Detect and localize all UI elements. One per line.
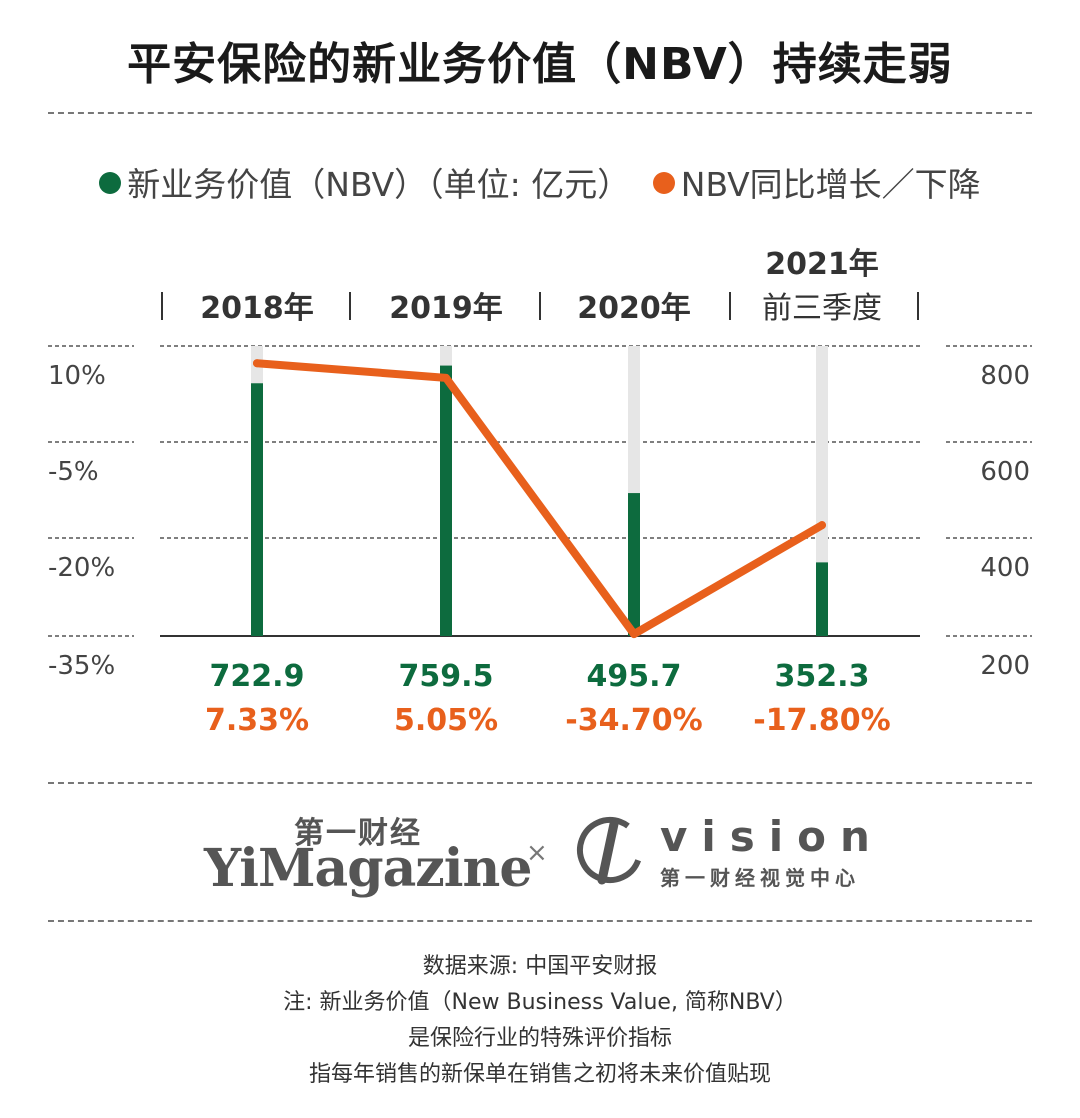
category-label: 2018年 xyxy=(200,291,314,326)
category-label: 前三季度 xyxy=(762,291,882,326)
vision-logo-text: vision xyxy=(660,812,884,861)
left-axis-tick-label: -20% xyxy=(48,553,115,583)
growth-point xyxy=(442,373,450,382)
legend-swatch-nbv xyxy=(99,172,122,194)
right-axis-tick-label: 200 xyxy=(980,651,1030,681)
footnote-line-3: 指每年销售的新保单在销售之初将未来价值贴现 xyxy=(308,1062,771,1087)
growth-point xyxy=(253,359,261,368)
right-axis-tick-label: 400 xyxy=(980,553,1030,583)
vision-logo-icon xyxy=(577,817,643,885)
data-source: 数据来源: 中国平安财报 xyxy=(422,954,658,979)
yimagazine-logo: YiMagazine xyxy=(204,838,532,899)
legend-label-nbv: 新业务价值（NBV）（单位: 亿元） xyxy=(127,165,631,204)
nbv-bar xyxy=(440,365,452,636)
nbv-value-label: 495.7 xyxy=(587,659,682,694)
legend-swatch-growth xyxy=(652,172,675,194)
yimagazine-logo-cn: 第一财经 xyxy=(294,816,422,851)
right-axis-tick-label: 800 xyxy=(980,361,1030,391)
nbv-bar xyxy=(251,383,263,636)
nbv-bar xyxy=(628,493,640,636)
nbv-chart: 10% -5% -20% -35% 800 600 400 200 2018年 2019年 2020… xyxy=(48,247,1032,738)
growth-value-label: -34.70% xyxy=(565,703,702,738)
growth-value-label: -17.80% xyxy=(753,703,890,738)
category-label: 2021年 xyxy=(765,247,879,282)
growth-value-label: 7.33% xyxy=(205,703,309,738)
left-axis-tick-label: -35% xyxy=(48,651,115,681)
nbv-bar xyxy=(816,562,828,636)
growth-line xyxy=(253,359,826,639)
logo-separator: × xyxy=(526,838,548,868)
divider-middle xyxy=(48,782,1032,784)
legend: 新业务价值（NBV）（单位: 亿元） NBV同比增长／下降 xyxy=(0,158,1080,206)
divider-top xyxy=(48,112,1032,114)
legend-item-nbv: 新业务价值（NBV）（单位: 亿元） xyxy=(99,158,630,206)
growth-point xyxy=(818,521,826,530)
chart-title: 平安保险的新业务价值（NBV）持续走弱 xyxy=(127,39,953,90)
growth-value-label: 5.05% xyxy=(394,703,498,738)
footnote-line-1: 注: 新业务价值（New Business Value, 简称NBV） xyxy=(283,990,797,1015)
legend-label-growth: NBV同比增长／下降 xyxy=(680,165,981,204)
growth-point xyxy=(630,630,638,639)
right-axis-tick-label: 600 xyxy=(980,457,1030,487)
legend-item-growth: NBV同比增长／下降 xyxy=(652,158,981,206)
nbv-value-label: 352.3 xyxy=(775,659,870,694)
left-axis-tick-label: 10% xyxy=(48,361,106,391)
vision-logo-subtitle: 第一财经视觉中心 xyxy=(660,866,860,890)
footnote-line-2: 是保险行业的特殊评价指标 xyxy=(407,1026,672,1051)
nbv-value-label: 759.5 xyxy=(399,659,494,694)
nbv-value-label: 722.9 xyxy=(210,659,305,694)
category-label: 2019年 xyxy=(389,291,503,326)
category-label: 2020年 xyxy=(577,291,691,326)
divider-bottom xyxy=(48,920,1032,922)
left-axis-tick-label: -5% xyxy=(48,457,99,487)
